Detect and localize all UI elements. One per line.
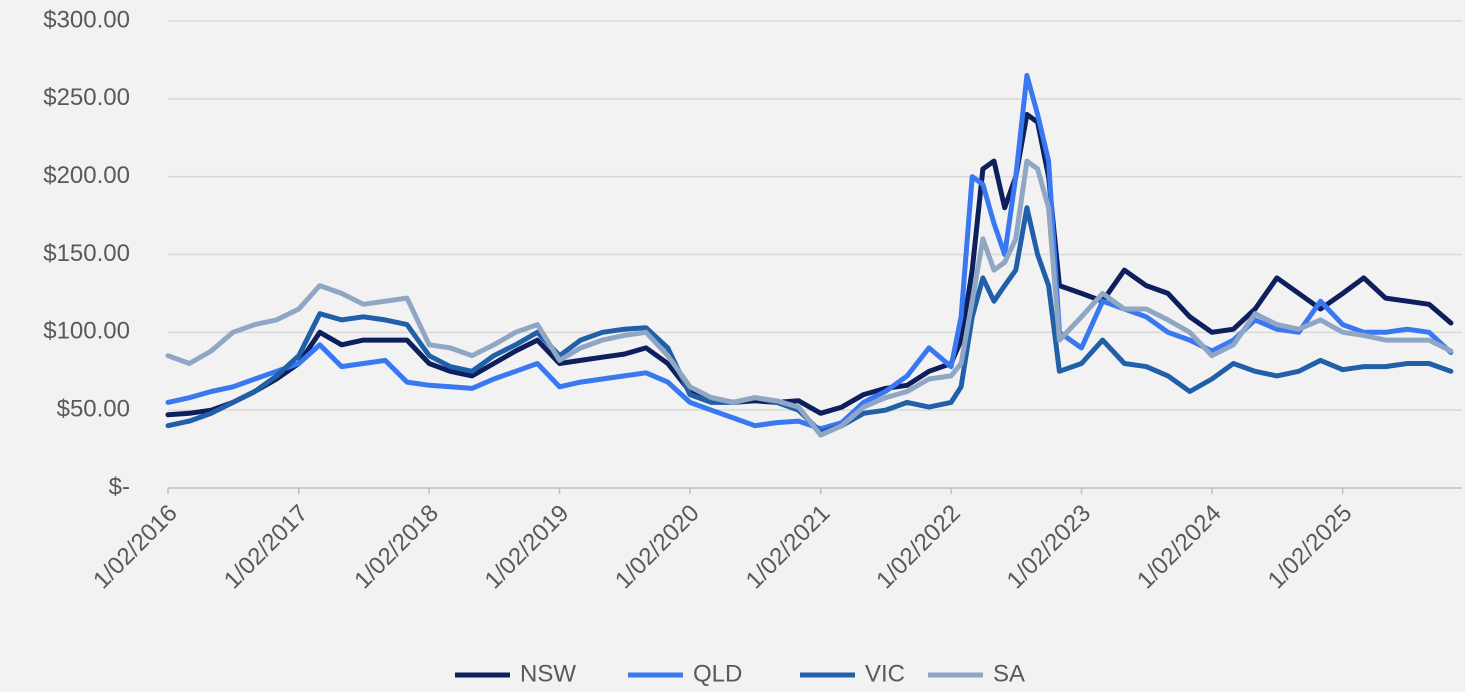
legend-label: QLD xyxy=(693,660,742,687)
y-tick-label: $150.00 xyxy=(43,240,130,267)
y-tick-label: $100.00 xyxy=(43,318,130,345)
series-line xyxy=(165,205,1454,435)
y-tick-label: $200.00 xyxy=(43,162,130,189)
series-line xyxy=(165,73,1454,432)
y-tick-label: $- xyxy=(109,473,130,500)
y-tick-label: $250.00 xyxy=(43,84,130,111)
legend-label: NSW xyxy=(520,660,576,687)
y-tick-label: $300.00 xyxy=(43,6,130,33)
y-tick-label: $50.00 xyxy=(57,396,130,423)
series-line xyxy=(165,158,1454,438)
legend-label: VIC xyxy=(865,660,905,687)
legend-label: SA xyxy=(993,660,1025,687)
series-line xyxy=(165,111,1454,418)
